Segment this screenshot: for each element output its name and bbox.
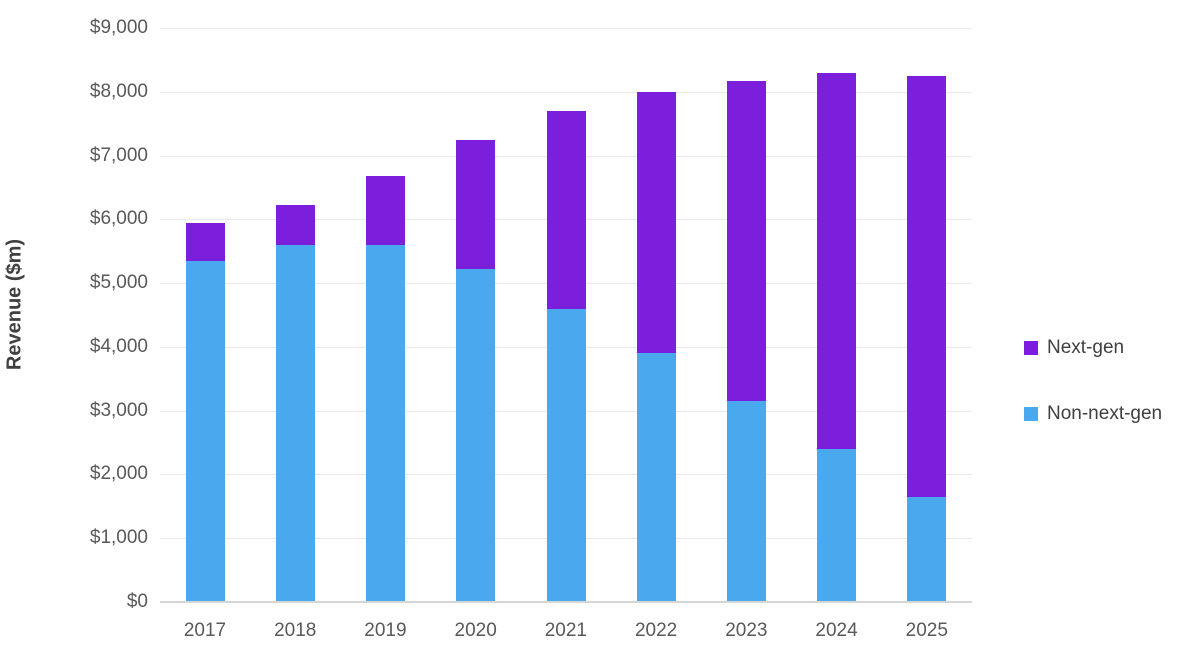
bar-segment-2020-non-next-gen — [456, 268, 496, 602]
gridline-8000 — [160, 91, 972, 93]
legend-label: Next-gen — [1047, 337, 1125, 358]
x-tick-label-2024: 2024 — [815, 620, 858, 641]
y-tick-label: $0 — [126, 591, 148, 612]
x-tick-label-2017: 2017 — [183, 620, 227, 641]
y-axis-title: Revenue ($m) — [3, 238, 26, 371]
y-tick-label: $9,000 — [89, 17, 148, 38]
legend-label: Non-next-gen — [1047, 403, 1163, 424]
legend-item-next-gen: Next-gen — [1024, 337, 1162, 359]
x-tick-label-2019: 2019 — [364, 620, 407, 641]
y-tick-label: $3,000 — [89, 399, 148, 421]
x-tick-label-2020: 2020 — [454, 620, 497, 641]
bar-segment-2020-next-gen — [456, 139, 496, 269]
bar-segment-2025-next-gen — [907, 75, 947, 497]
bar-segment-2019-non-next-gen — [366, 244, 406, 602]
x-tick-label-2023: 2023 — [725, 620, 768, 641]
x-tick-label-2021: 2021 — [544, 620, 588, 641]
non-next-gen-swatch-icon — [1024, 407, 1038, 421]
bar-segment-2023-next-gen — [726, 80, 766, 402]
x-axis-line — [160, 601, 972, 603]
bar-2021 — [546, 28, 586, 602]
y-tick-label: $5,000 — [89, 272, 148, 294]
bar-2023 — [726, 28, 766, 602]
bar-segment-2023-non-next-gen — [726, 401, 766, 602]
bar-2018 — [275, 28, 315, 602]
y-tick-label: $8,000 — [89, 80, 148, 102]
bar-segment-2021-next-gen — [546, 110, 586, 309]
y-tick-label: $7,000 — [89, 144, 148, 166]
y-tick-label: $2,000 — [89, 463, 148, 485]
bar-2022 — [636, 28, 676, 602]
x-tick-label-2018: 2018 — [274, 620, 317, 641]
legend: Next-gen Non-next-gen — [1024, 337, 1162, 425]
bar-segment-2017-next-gen — [185, 222, 225, 261]
bar-segment-2025-non-next-gen — [907, 496, 947, 602]
bar-segment-2022-next-gen — [636, 91, 676, 354]
y-tick-label: $6,000 — [89, 208, 148, 230]
bar-segment-2017-non-next-gen — [185, 260, 225, 602]
bar-segment-2018-non-next-gen — [275, 244, 315, 602]
gridline-9000 — [160, 28, 972, 29]
bar-2020 — [456, 28, 496, 602]
bar-2019 — [366, 28, 406, 602]
bar-segment-2019-next-gen — [366, 176, 406, 245]
y-tick-label: $4,000 — [89, 335, 148, 357]
bar-segment-2018-next-gen — [275, 205, 315, 245]
bar-segment-2024-non-next-gen — [817, 448, 857, 602]
bar-2024 — [817, 28, 857, 602]
next-gen-swatch-icon — [1024, 341, 1038, 355]
legend-item-non-next-gen: Non-next-gen — [1024, 403, 1162, 425]
y-tick-label: $1,000 — [89, 527, 148, 549]
bar-2017 — [185, 28, 225, 602]
plot-area — [160, 28, 972, 603]
x-tick-label-2025: 2025 — [905, 620, 948, 641]
x-tick-label-2022: 2022 — [634, 620, 678, 641]
bar-segment-2021-non-next-gen — [546, 308, 586, 602]
bar-2025 — [907, 28, 947, 602]
bar-segment-2022-non-next-gen — [636, 353, 676, 602]
bar-segment-2024-next-gen — [817, 72, 857, 449]
